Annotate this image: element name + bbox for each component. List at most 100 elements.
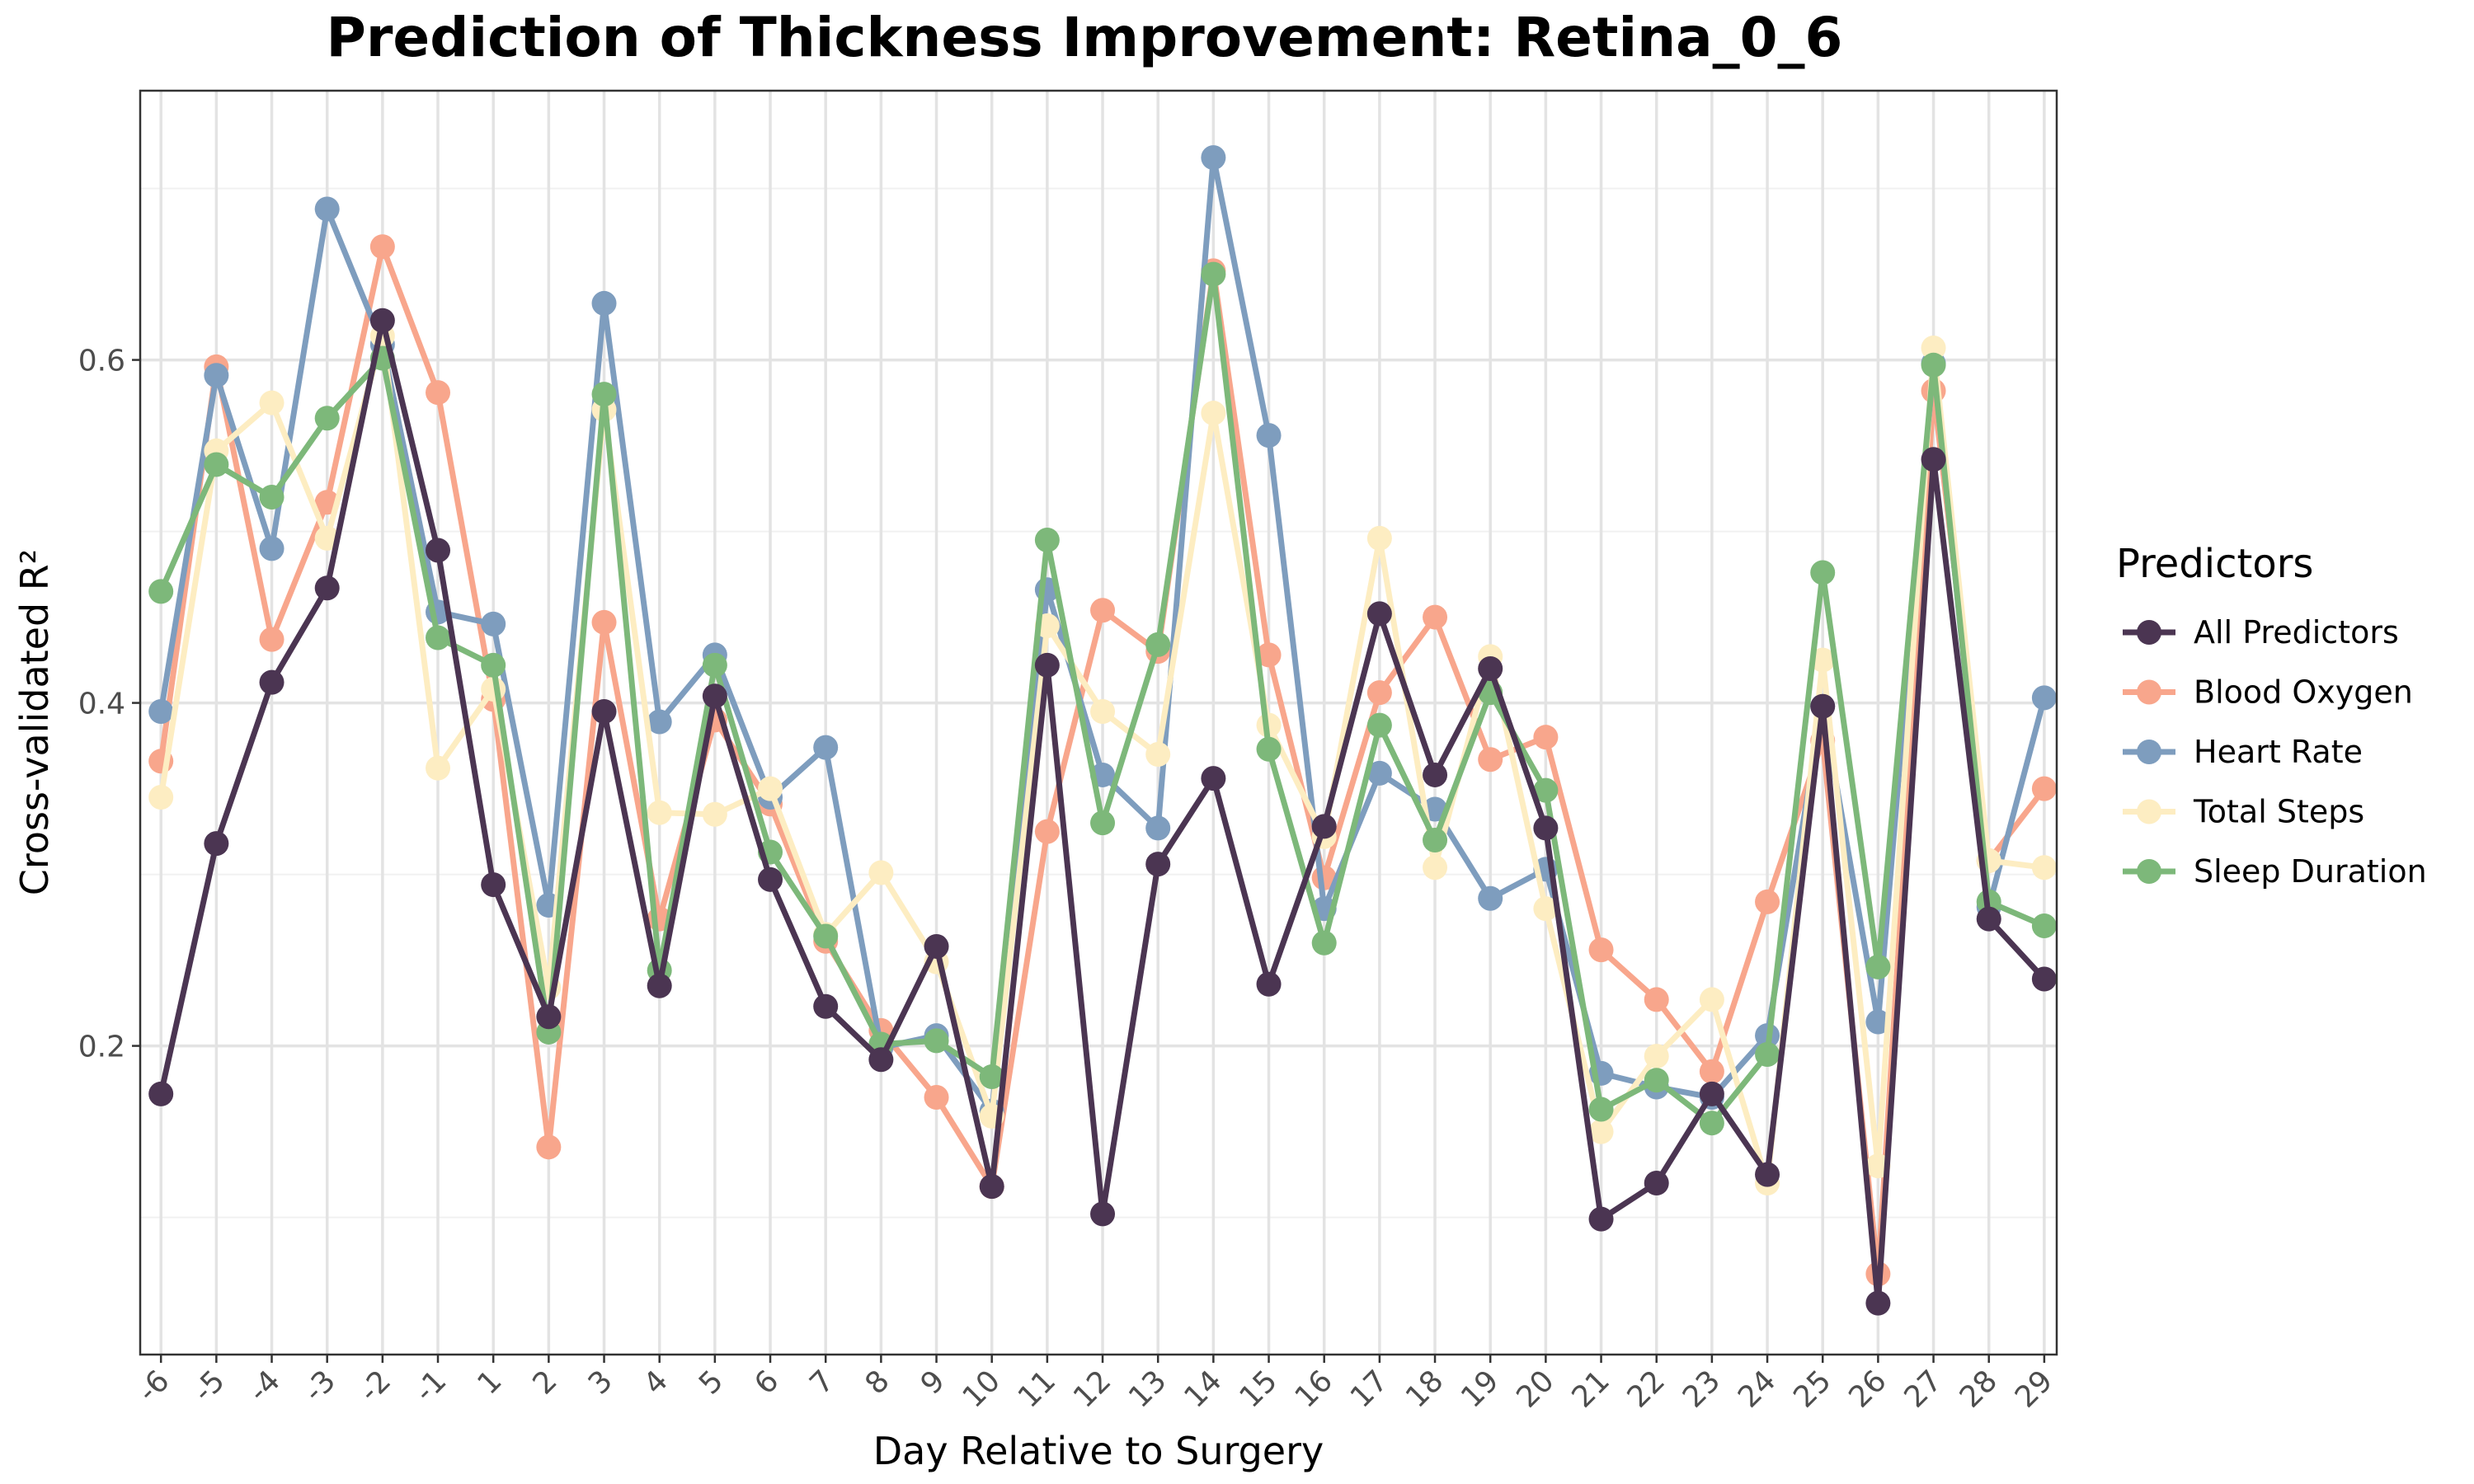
data-point: [1478, 747, 1503, 773]
x-tick-label: 27: [1898, 1364, 1949, 1414]
data-point: [1755, 1162, 1780, 1187]
data-point: [481, 872, 506, 898]
data-point: [591, 698, 617, 724]
data-point: [148, 698, 174, 724]
data-point: [259, 536, 285, 561]
series-layer: [148, 145, 2057, 1316]
x-tick-label: 2: [527, 1364, 564, 1401]
data-point: [1366, 680, 1392, 706]
data-point: [204, 452, 229, 477]
x-tick-label: 9: [915, 1364, 952, 1401]
y-axis-ticks: 0.2 0.4 0.6: [78, 345, 140, 1064]
data-point: [1921, 352, 1946, 378]
y-tick-label: 0.4: [78, 688, 125, 721]
y-tick-label: 0.2: [78, 1031, 125, 1064]
x-tick-label: -1: [408, 1364, 453, 1408]
data-point: [1090, 1201, 1116, 1227]
data-point: [924, 1028, 949, 1054]
data-point: [1478, 655, 1503, 681]
data-point: [481, 611, 506, 636]
x-tick-label: -4: [242, 1364, 287, 1408]
data-point: [1423, 827, 1448, 852]
data-point: [1755, 1041, 1780, 1067]
data-point: [702, 801, 727, 827]
series-all-predictors: [148, 308, 2057, 1316]
legend-label: Heart Rate: [2194, 734, 2363, 770]
data-point: [204, 831, 229, 857]
data-point: [979, 1064, 1004, 1090]
data-point: [1256, 423, 1282, 448]
data-point: [536, 1004, 562, 1030]
data-point: [1699, 1111, 1724, 1136]
x-tick-label: 24: [1732, 1364, 1782, 1414]
x-tick-label: 19: [1455, 1364, 1505, 1414]
x-tick-label: 11: [1012, 1364, 1062, 1414]
data-point: [369, 234, 395, 260]
x-tick-label: 18: [1399, 1364, 1450, 1414]
data-point: [148, 784, 174, 810]
data-point: [979, 1174, 1004, 1200]
x-tick-label: 28: [1954, 1364, 2004, 1414]
data-point: [1810, 647, 1836, 673]
legend-key-point: [2137, 799, 2161, 824]
data-point: [1810, 693, 1836, 719]
data-point: [1976, 906, 2001, 932]
data-point: [758, 776, 783, 801]
data-point: [1699, 987, 1724, 1012]
x-tick-label: 15: [1234, 1364, 1284, 1414]
x-tick-label: 22: [1621, 1364, 1672, 1414]
data-point: [1533, 777, 1559, 803]
data-point: [591, 290, 617, 316]
legend-item: Heart Rate: [2123, 734, 2363, 770]
data-point: [1034, 527, 1060, 552]
data-point: [1865, 954, 1891, 979]
data-point: [1423, 762, 1448, 787]
data-point: [1699, 1081, 1724, 1106]
data-point: [1034, 819, 1060, 844]
legend-key-point: [2137, 679, 2161, 705]
data-point: [813, 993, 839, 1019]
y-tick-label: 0.6: [78, 345, 125, 378]
data-point: [647, 709, 672, 735]
data-point: [259, 484, 285, 510]
legend-label: Blood Oxygen: [2194, 674, 2413, 711]
x-axis-ticks: -6 -5 -4 -3 -2 -1 1 2 3 4 5 6 7 8 9 10 11 12 13 14 15 16 17 18 1…: [131, 1355, 2059, 1415]
x-tick-label: 29: [2009, 1364, 2059, 1414]
data-point: [1311, 814, 1337, 839]
data-point: [1256, 736, 1282, 762]
legend-item: Sleep Duration: [2123, 853, 2427, 890]
x-tick-label: 3: [582, 1364, 619, 1401]
data-point: [1478, 885, 1503, 911]
data-point: [426, 380, 451, 406]
data-point: [1533, 896, 1559, 922]
data-point: [1145, 632, 1171, 657]
data-point: [1256, 642, 1282, 668]
data-point: [868, 860, 894, 885]
data-point: [426, 625, 451, 650]
chart-title: Prediction of Thickness Improvement: Ret…: [327, 6, 1843, 69]
data-point: [1090, 698, 1116, 724]
data-point: [702, 652, 727, 678]
data-point: [426, 538, 451, 563]
data-point: [1201, 401, 1226, 426]
x-tick-label: 7: [803, 1364, 840, 1401]
data-point: [1145, 852, 1171, 877]
x-tick-label: 4: [637, 1364, 675, 1401]
data-point: [1865, 1009, 1891, 1035]
x-tick-label: 6: [748, 1364, 785, 1401]
x-tick-label: 23: [1677, 1364, 1727, 1414]
data-point: [1588, 1097, 1614, 1122]
data-point: [1034, 652, 1060, 678]
y-axis-title: Cross-validated R²: [12, 549, 57, 895]
legend: Predictors All Predictors Blood Oxygen Hea…: [2116, 541, 2427, 890]
data-point: [924, 933, 949, 959]
legend-title: Predictors: [2116, 541, 2313, 587]
data-point: [1366, 760, 1392, 786]
x-tick-label: 14: [1178, 1364, 1228, 1414]
data-point: [1311, 930, 1337, 956]
data-point: [1865, 1290, 1891, 1316]
grid-lines: [140, 91, 2057, 1355]
data-point: [481, 652, 506, 678]
data-point: [647, 973, 672, 998]
